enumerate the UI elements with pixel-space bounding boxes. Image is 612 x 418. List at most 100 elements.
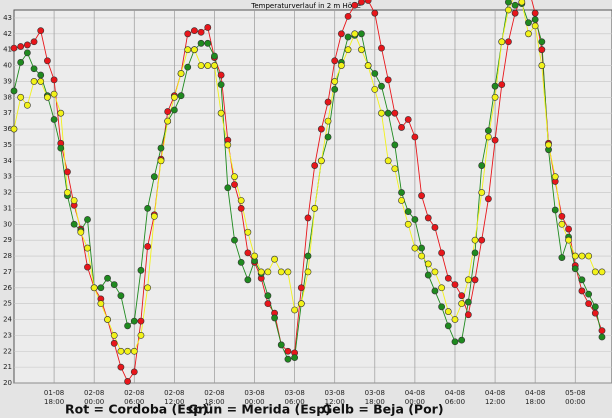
data-point [358, 0, 365, 6]
x-tick-label: 04-08 18:00 [524, 389, 546, 406]
data-point [124, 347, 131, 355]
data-point [204, 39, 212, 47]
x-tick-label: 01-08 18:00 [43, 389, 65, 406]
data-point [471, 276, 479, 284]
data-point [97, 284, 105, 292]
legend-label: Rot = Cordoba (Esp) [65, 402, 208, 417]
data-point [264, 268, 272, 276]
y-tick-label: 27 [3, 268, 12, 276]
data-point [304, 214, 312, 222]
data-point [398, 197, 405, 204]
x-tick-label: 03-08 00:00 [244, 389, 265, 406]
data-point [277, 341, 285, 349]
data-point [284, 355, 292, 363]
data-point [291, 354, 299, 362]
data-point [518, 0, 526, 6]
data-point [505, 0, 512, 6]
data-point [237, 205, 245, 212]
y-tick-label: 32 [3, 189, 12, 197]
data-point [17, 93, 25, 101]
data-point [478, 162, 486, 169]
data-point [23, 101, 31, 109]
data-point [391, 109, 399, 117]
data-point [84, 244, 91, 252]
data-point [358, 30, 365, 38]
data-point [137, 266, 145, 274]
data-point [371, 85, 379, 93]
data-point [451, 338, 459, 346]
data-point [464, 298, 472, 306]
data-point [144, 243, 152, 250]
data-point [591, 309, 599, 317]
data-point [578, 252, 586, 260]
data-point [538, 38, 546, 46]
data-point [90, 284, 98, 292]
data-point [237, 258, 245, 266]
data-point [110, 331, 118, 339]
data-point [44, 57, 51, 65]
data-point [598, 333, 606, 341]
data-point [505, 38, 512, 46]
data-point [351, 1, 359, 9]
data-point [571, 265, 579, 273]
data-point [110, 281, 118, 288]
data-point [404, 116, 412, 123]
data-point [431, 268, 439, 276]
data-point [324, 117, 332, 125]
data-point [558, 254, 566, 262]
data-point [391, 165, 399, 173]
data-point [211, 62, 218, 69]
data-point [598, 327, 606, 335]
data-point [311, 205, 319, 212]
data-point [585, 300, 593, 308]
y-tick-label: 24 [3, 316, 12, 324]
data-point [130, 347, 138, 355]
data-point [30, 38, 38, 46]
data-point [471, 236, 479, 244]
data-point [364, 62, 372, 69]
y-tick-label: 40 [3, 62, 12, 70]
data-point [217, 109, 225, 117]
data-point [585, 252, 593, 260]
data-point [324, 133, 332, 141]
x-tick-label: 04-08 00:00 [404, 389, 426, 406]
data-point [411, 216, 419, 223]
data-point [344, 33, 352, 41]
y-tick-label: 39 [3, 77, 12, 85]
data-point [411, 133, 419, 141]
x-tick-label: 05-08 00:00 [565, 389, 586, 406]
y-tick-label: 22 [3, 347, 12, 355]
data-point [398, 124, 405, 131]
data-point [491, 82, 499, 90]
data-point [217, 81, 225, 88]
data-point [538, 46, 546, 54]
x-tick-label: 02-08 06:00 [124, 389, 145, 406]
data-point [538, 62, 546, 69]
data-point [37, 78, 45, 85]
data-point [331, 78, 339, 85]
data-point [591, 268, 599, 276]
data-point [277, 268, 285, 276]
data-point [23, 49, 31, 57]
data-point [424, 260, 432, 268]
data-point [458, 292, 466, 300]
data-point [364, 0, 372, 4]
data-point [204, 62, 212, 69]
data-point [344, 12, 352, 20]
data-point [478, 236, 486, 244]
data-point [284, 347, 292, 355]
data-point [271, 314, 278, 322]
data-point [104, 274, 111, 282]
data-point [331, 57, 339, 65]
y-tick-label: 41 [3, 46, 12, 54]
data-point [64, 168, 71, 176]
x-tick-label: 03-08 18:00 [364, 389, 385, 406]
data-point [64, 189, 71, 196]
y-tick-label: 29 [3, 236, 12, 244]
data-point [10, 44, 18, 52]
data-point [231, 173, 238, 181]
data-point [30, 78, 38, 85]
data-point [578, 287, 586, 295]
data-point [244, 249, 252, 257]
